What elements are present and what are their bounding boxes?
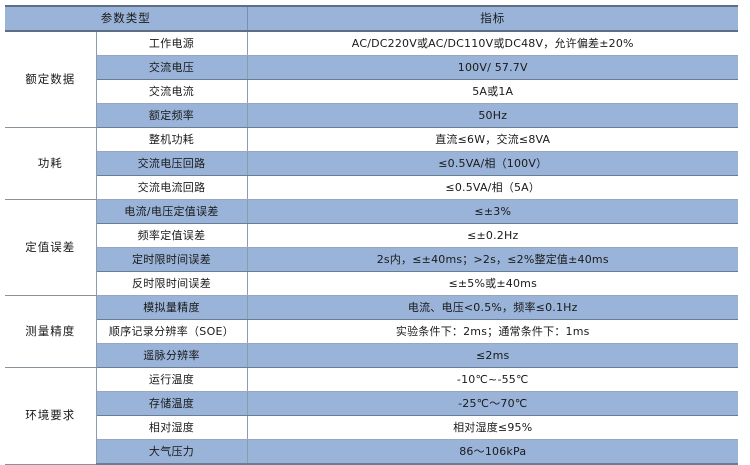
parameter-value: 2s内，≤±40ms；>2s，≤2%整定值±40ms — [246, 247, 738, 272]
parameter-item-label: 模拟量精度 — [95, 295, 247, 320]
table-row: 定时限时间误差 2s内，≤±40ms；>2s，≤2%整定值±40ms — [5, 247, 738, 272]
table-row: 频率定值误差 ≤±0.2Hz — [5, 223, 738, 248]
parameter-value: -25℃～70℃ — [246, 391, 738, 416]
table-row: 遥脉分辨率 ≤2ms — [5, 343, 738, 368]
parameter-value: ≤±3% — [246, 199, 738, 224]
group-label: 功耗 — [5, 127, 97, 200]
parameter-value: -10℃~-55℃ — [246, 367, 738, 392]
parameter-value: 相对湿度≤95% — [246, 415, 738, 440]
parameter-value: 电流、电压<0.5%，频率≤0.1Hz — [246, 295, 738, 320]
group-label: 环境要求 — [5, 367, 97, 465]
parameter-item-label: 顺序记录分辨率（SOE） — [95, 319, 247, 344]
table-body: 额定数据 工作电源 AC/DC220V或AC/DC110V或DC48V，允许偏差±2… — [5, 30, 738, 465]
parameter-item-label: 定时限时间误差 — [95, 247, 247, 272]
table-header: 参数类型 指标 — [5, 5, 738, 32]
parameter-item-label: 额定频率 — [95, 103, 247, 128]
parameter-item-label: 交流电压回路 — [95, 151, 247, 176]
parameter-value: ≤0.5VA/相（5A） — [246, 175, 738, 200]
parameter-item-label: 频率定值误差 — [95, 223, 247, 248]
table-row: 交流电流回路 ≤0.5VA/相（5A） — [5, 175, 738, 200]
parameter-value: 实验条件下：2ms；通常条件下：1ms — [246, 319, 738, 344]
table-header-row: 参数类型 指标 — [5, 5, 738, 32]
header-specification: 指标 — [247, 5, 738, 32]
table-row: 环境要求 运行温度 -10℃~-55℃ — [5, 367, 738, 465]
parameter-value: 50Hz — [246, 103, 738, 128]
table-row: 相对湿度 相对湿度≤95% — [5, 415, 738, 440]
table-row: 顺序记录分辨率（SOE） 实验条件下：2ms；通常条件下：1ms — [5, 319, 738, 344]
parameter-item-label: 运行温度 — [95, 367, 247, 392]
parameter-item-label: 交流电流 — [95, 79, 247, 104]
parameter-value: 直流≤6W，交流≤8VA — [246, 127, 738, 152]
table-row: 交流电压回路 ≤0.5VA/相（100V） — [5, 151, 738, 176]
table-row: 大气压力 86～106kPa — [5, 439, 738, 465]
table-row: 反时限时间误差 ≤±5%或±40ms — [5, 271, 738, 296]
parameter-item-label: 工作电源 — [95, 30, 247, 56]
parameter-item-label: 大气压力 — [95, 439, 247, 465]
header-parameter-type: 参数类型 — [5, 5, 248, 32]
parameter-item-label: 整机功耗 — [95, 127, 247, 152]
table-row: 交流电压 100V/ 57.7V — [5, 55, 738, 80]
parameter-value: 5A或1A — [246, 79, 738, 104]
parameter-item-label: 电流/电压定值误差 — [95, 199, 247, 224]
table-row: 存储温度 -25℃～70℃ — [5, 391, 738, 416]
parameter-value: ≤±0.2Hz — [246, 223, 738, 248]
table-row: 定值误差 电流/电压定值误差 ≤±3% — [5, 199, 738, 296]
table-row: 交流电流 5A或1A — [5, 79, 738, 104]
parameter-value: 100V/ 57.7V — [246, 55, 738, 80]
group-label: 额定数据 — [5, 31, 97, 128]
table-row: 额定频率 50Hz — [5, 103, 738, 128]
table-row: 测量精度 模拟量精度 电流、电压<0.5%，频率≤0.1Hz — [5, 295, 738, 368]
parameter-value: ≤2ms — [246, 343, 738, 368]
group-label: 定值误差 — [5, 199, 97, 296]
parameter-value: ≤±5%或±40ms — [246, 271, 738, 296]
parameter-item-label: 相对湿度 — [95, 415, 247, 440]
table-row: 功耗 整机功耗 直流≤6W，交流≤8VA — [5, 127, 738, 200]
parameter-value: 86～106kPa — [246, 439, 738, 465]
parameter-value: AC/DC220V或AC/DC110V或DC48V，允许偏差±20% — [246, 30, 738, 56]
specification-table-container: 参数类型 指标 额定数据 工作电源 AC/DC220V或AC/DC110V或DC48… — [5, 5, 738, 465]
parameter-item-label: 存储温度 — [95, 391, 247, 416]
group-label: 测量精度 — [5, 295, 97, 368]
specification-table: 参数类型 指标 额定数据 工作电源 AC/DC220V或AC/DC110V或DC48… — [5, 5, 738, 465]
parameter-item-label: 交流电流回路 — [95, 175, 247, 200]
parameter-item-label: 遥脉分辨率 — [95, 343, 247, 368]
parameter-item-label: 反时限时间误差 — [95, 271, 247, 296]
table-row: 额定数据 工作电源 AC/DC220V或AC/DC110V或DC48V，允许偏差±2… — [5, 30, 738, 128]
parameter-value: ≤0.5VA/相（100V） — [246, 151, 738, 176]
parameter-item-label: 交流电压 — [95, 55, 247, 80]
